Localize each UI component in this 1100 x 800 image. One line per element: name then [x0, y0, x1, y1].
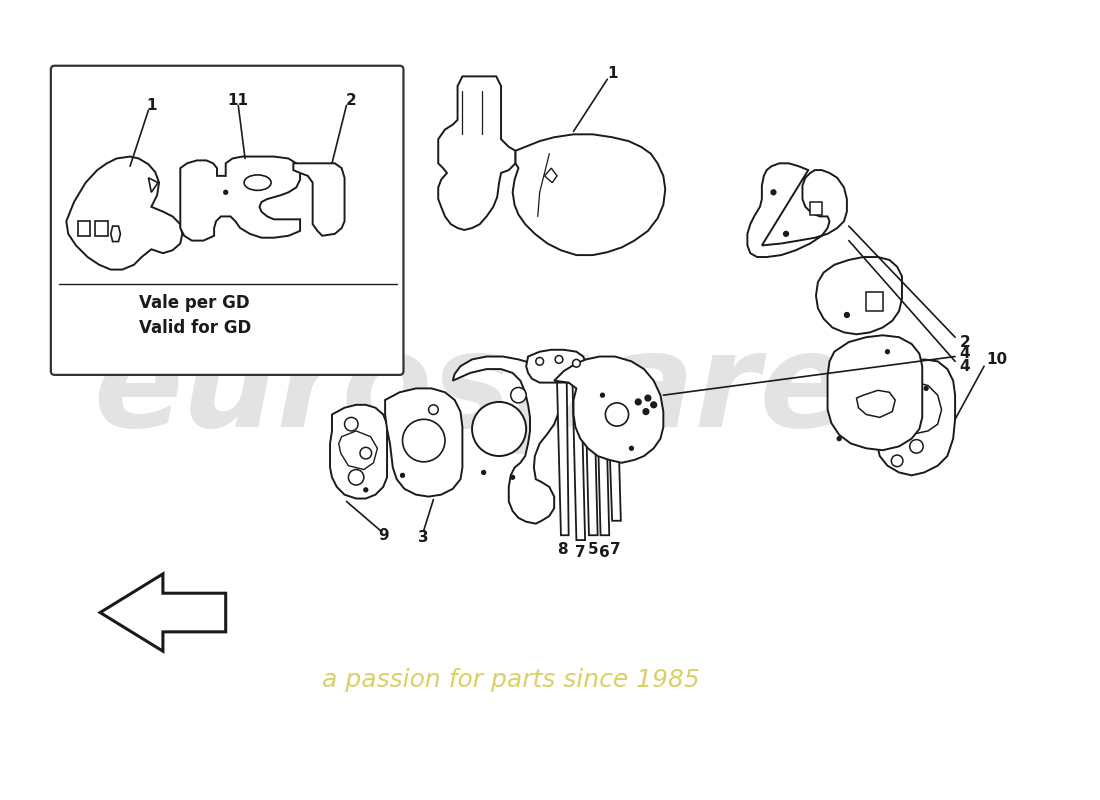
Text: a passion for parts since 1985: a passion for parts since 1985	[322, 668, 700, 692]
Text: 1: 1	[607, 66, 617, 81]
Circle shape	[636, 399, 641, 405]
Circle shape	[482, 470, 485, 474]
Polygon shape	[385, 389, 462, 497]
Circle shape	[601, 394, 604, 397]
Polygon shape	[585, 382, 597, 535]
Text: Valid for GD: Valid for GD	[139, 318, 251, 337]
Text: 2: 2	[345, 93, 356, 108]
Circle shape	[629, 446, 634, 450]
Circle shape	[886, 350, 890, 354]
Circle shape	[910, 440, 923, 453]
Text: 3: 3	[418, 530, 429, 545]
Circle shape	[349, 470, 364, 485]
Polygon shape	[873, 359, 955, 475]
Polygon shape	[100, 574, 226, 651]
Text: Vale per GD: Vale per GD	[139, 294, 250, 312]
Polygon shape	[453, 357, 561, 524]
Circle shape	[891, 455, 903, 466]
Polygon shape	[513, 134, 666, 255]
Text: 5: 5	[587, 542, 598, 558]
Circle shape	[360, 447, 372, 459]
Circle shape	[403, 419, 446, 462]
Polygon shape	[596, 382, 609, 535]
Circle shape	[845, 313, 849, 318]
Circle shape	[651, 402, 657, 408]
Circle shape	[837, 437, 842, 441]
Circle shape	[556, 355, 563, 363]
Polygon shape	[554, 357, 663, 462]
Circle shape	[510, 475, 515, 479]
Polygon shape	[526, 350, 586, 382]
Text: 9: 9	[378, 528, 388, 542]
Text: 7: 7	[609, 542, 620, 558]
Polygon shape	[866, 292, 882, 311]
Circle shape	[400, 474, 405, 478]
Text: 4: 4	[959, 358, 970, 374]
Polygon shape	[557, 382, 569, 535]
Circle shape	[536, 358, 543, 366]
Circle shape	[771, 190, 775, 194]
Circle shape	[223, 190, 228, 194]
Polygon shape	[180, 157, 300, 241]
Polygon shape	[811, 202, 822, 214]
Polygon shape	[66, 157, 183, 270]
Circle shape	[924, 386, 928, 390]
Circle shape	[510, 387, 526, 403]
Text: 11: 11	[228, 93, 249, 108]
Text: eurospares: eurospares	[94, 327, 928, 454]
Circle shape	[344, 418, 359, 431]
Circle shape	[429, 405, 438, 414]
FancyBboxPatch shape	[51, 66, 404, 375]
Polygon shape	[330, 405, 387, 498]
Polygon shape	[816, 257, 902, 334]
Circle shape	[783, 231, 789, 236]
Text: 2: 2	[959, 334, 970, 350]
Circle shape	[644, 409, 649, 414]
Polygon shape	[607, 382, 620, 521]
Circle shape	[572, 359, 581, 367]
Circle shape	[645, 395, 651, 401]
Circle shape	[605, 403, 628, 426]
Polygon shape	[827, 335, 922, 450]
Text: 4: 4	[959, 346, 970, 361]
Circle shape	[364, 488, 367, 492]
Text: 7: 7	[575, 545, 585, 560]
Circle shape	[472, 402, 526, 456]
Text: 1: 1	[146, 98, 156, 113]
Text: 8: 8	[558, 542, 569, 558]
Polygon shape	[438, 76, 516, 230]
Polygon shape	[294, 163, 344, 236]
Text: 10: 10	[986, 352, 1008, 367]
Polygon shape	[111, 226, 120, 242]
Text: 6: 6	[600, 545, 609, 560]
Polygon shape	[78, 222, 90, 236]
Polygon shape	[747, 163, 847, 257]
Polygon shape	[96, 222, 108, 236]
Polygon shape	[572, 382, 585, 540]
